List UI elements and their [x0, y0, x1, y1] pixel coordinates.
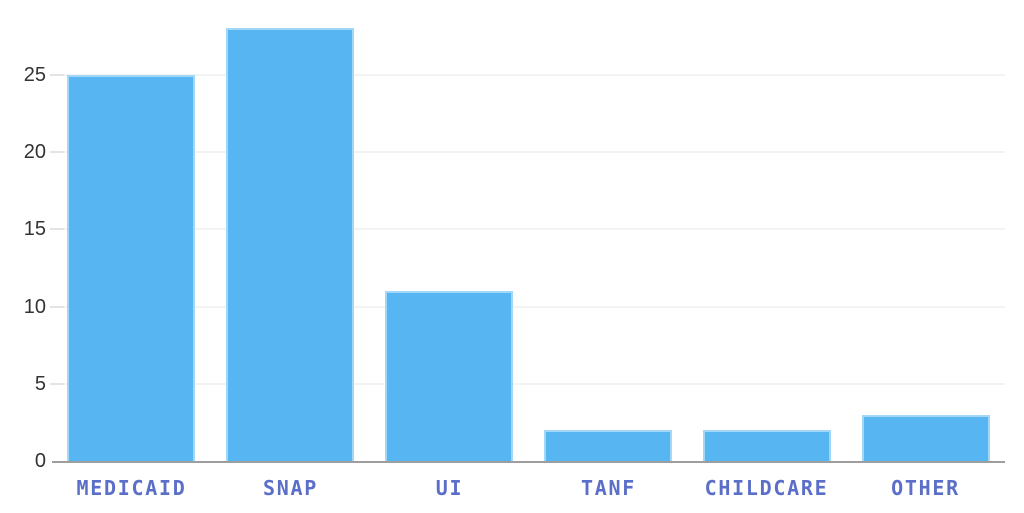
x-label-tanf: TANF	[581, 476, 636, 500]
y-tick-mark	[50, 306, 64, 308]
x-label-medicaid: MEDICAID	[76, 476, 187, 500]
y-tick-mark	[50, 383, 64, 385]
x-axis-line	[52, 461, 1005, 463]
gridline	[52, 151, 1005, 153]
y-tick-label: 15	[23, 218, 46, 240]
bar-other[interactable]	[862, 415, 990, 461]
gridline	[52, 74, 1005, 76]
y-tick-label: 25	[23, 64, 46, 86]
x-label-ui: UI	[435, 476, 464, 500]
bar-tanf[interactable]	[544, 430, 672, 461]
y-tick-label: 5	[34, 373, 46, 395]
gridline	[52, 228, 1005, 230]
y-tick-mark	[50, 151, 64, 153]
gridline	[52, 383, 1005, 385]
y-tick-mark	[50, 228, 64, 230]
y-tick-label: 0	[34, 450, 46, 472]
y-tick-label: 10	[23, 296, 46, 318]
bar-medicaid[interactable]	[67, 75, 195, 461]
x-label-other: OTHER	[891, 476, 960, 500]
x-label-childcare: CHILDCARE	[704, 476, 829, 500]
y-tick-mark	[50, 74, 64, 76]
bar-childcare[interactable]	[703, 430, 831, 461]
bar-snap[interactable]	[226, 28, 354, 461]
gridline	[52, 306, 1005, 308]
x-label-snap: SNAP	[263, 476, 318, 500]
y-tick-label: 20	[23, 141, 46, 163]
bar-ui[interactable]	[385, 291, 513, 461]
